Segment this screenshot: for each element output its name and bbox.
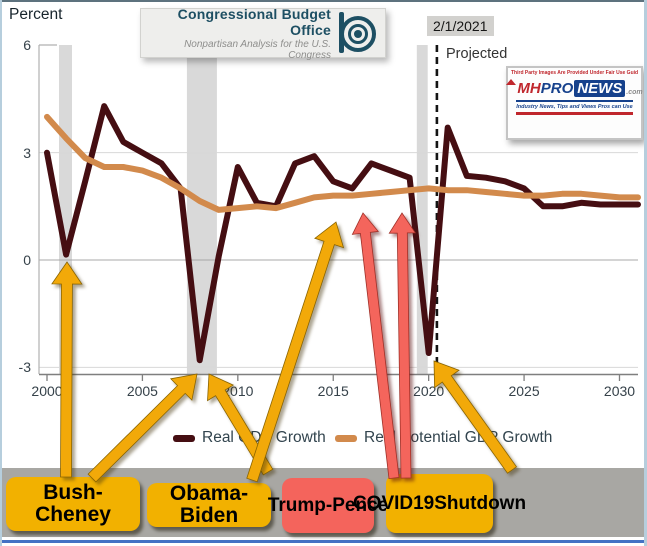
bottom-border-line: [0, 540, 647, 543]
x-tick-label: 2010: [222, 383, 254, 399]
era-label-box: Bush-Cheney: [6, 477, 140, 531]
projected-label: Projected: [446, 46, 508, 62]
legend-swatch-potential-gdp: [335, 434, 357, 442]
era-label-box: Obama-Biden: [147, 482, 271, 527]
y-tick-label: 3: [23, 144, 31, 161]
cbo-logo-banner: Congressional Budget Office Nonpartisan …: [140, 6, 386, 61]
y-tick-label: 0: [23, 252, 31, 268]
era-label-box: COVID19 Shutdown: [353, 474, 526, 533]
cbo-banner-text: Congressional Budget Office Nonpartisan …: [149, 6, 331, 61]
watermark-rule: [516, 112, 633, 115]
mhpronews-logo: MH PRO NEWS .com: [506, 78, 643, 97]
x-tick-label: 2020: [413, 383, 445, 399]
border-right: [644, 0, 647, 546]
mhpronews-watermark: Third Party Images Are Provided Under Fa…: [506, 66, 643, 140]
brand-mh: MH: [517, 80, 541, 97]
brand-tld: .com: [626, 89, 643, 96]
watermark-disclaimer: Third Party Images Are Provided Under Fa…: [511, 70, 638, 76]
border-top: [0, 0, 647, 2]
cbo-banner-title: Congressional Budget Office: [177, 5, 331, 38]
y-axis-title: Percent: [9, 6, 63, 23]
projection-date-label: 2/1/2021: [427, 16, 494, 36]
cbo-banner-subtitle: Nonpartisan Analysis for the U.S. Congre…: [184, 38, 331, 61]
x-tick-label: 2005: [126, 383, 158, 399]
x-tick-label: 2025: [508, 383, 540, 399]
watermark-rule: [516, 100, 633, 102]
house-icon: [506, 78, 517, 85]
legend-label: Real GDP Growth: [202, 429, 326, 446]
era-label-box: Trump- Pence: [268, 478, 388, 533]
y-tick-label: 6: [23, 37, 31, 54]
x-tick-label: 2015: [317, 383, 349, 399]
x-tick-label: 2030: [603, 383, 636, 399]
legend-item-real-gdp: Real GDP Growth: [173, 429, 326, 447]
cbo-logo-icon: [338, 11, 380, 55]
brand-pro: PRO: [540, 80, 574, 97]
brand-news: NEWS: [574, 80, 626, 97]
watermark-tagline: Industry News, Tips and Views Pros can U…: [516, 104, 633, 110]
legend-swatch-real-gdp: [173, 434, 195, 442]
legend-label: Real Potential GDP Growth: [364, 429, 553, 446]
y-tick-label: -3: [18, 359, 31, 376]
legend-item-potential-gdp: Real Potential GDP Growth: [335, 429, 552, 447]
border-left: [0, 0, 2, 546]
x-tick-label: 2000: [31, 383, 63, 399]
